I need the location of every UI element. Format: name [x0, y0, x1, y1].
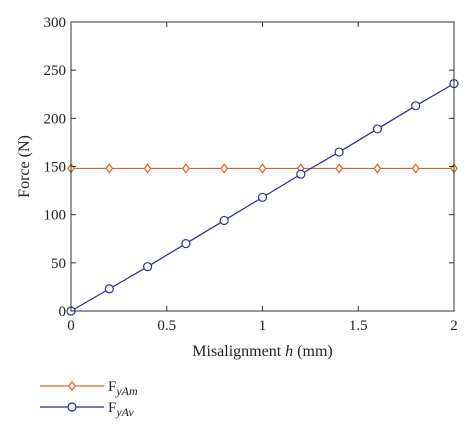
data-point-yAv — [181, 238, 191, 249]
y-axis-label: Force (N) — [16, 135, 33, 198]
data-point-yAv — [143, 262, 153, 272]
legend-label-yAv: FyAv — [108, 400, 134, 419]
data-point-yAm — [182, 163, 190, 174]
y-tick-label: 250 — [44, 63, 67, 79]
y-tick-label: 300 — [44, 15, 67, 31]
data-point-yAm — [143, 163, 152, 174]
data-point-yAv — [296, 169, 306, 179]
legend-label-yAm: FyAm — [108, 379, 138, 398]
y-tick-label: 0 — [59, 304, 67, 320]
data-point-yAv — [219, 215, 229, 226]
data-point-yAv — [104, 284, 114, 294]
data-point-yAv — [334, 147, 344, 157]
y-tick-label: 200 — [44, 111, 67, 127]
x-tick-label: 2 — [450, 318, 458, 334]
data-point-yAv — [411, 101, 421, 111]
legend-marker-yAv — [67, 402, 77, 412]
data-point-yAm — [335, 163, 343, 174]
x-tick-label: 0 — [67, 318, 75, 334]
data-point-yAm — [258, 163, 267, 174]
x-tick-label: 1.5 — [349, 318, 368, 334]
x-tick-label: 0.5 — [157, 318, 176, 334]
data-point-yAm — [220, 163, 229, 174]
plot-area — [66, 79, 459, 316]
x-axis-label: Misalignment h (mm) — [192, 343, 332, 360]
y-tick-label: 150 — [44, 160, 67, 176]
axes: 0 0.5 1 1.5 2 0 50 100 150 200 250 300 Misalignment … — [16, 15, 458, 360]
y-tick-label: 50 — [51, 256, 66, 272]
x-tick-label: 1 — [259, 318, 267, 334]
legend: FyAm FyAv — [40, 379, 138, 419]
legend-marker-yAm — [68, 380, 76, 392]
data-point-yAm — [373, 163, 382, 174]
data-point-yAv — [257, 192, 268, 202]
data-point-yAv — [372, 124, 382, 134]
data-point-yAm — [105, 163, 114, 174]
y-tick-label: 100 — [44, 208, 67, 224]
data-point-yAm — [411, 163, 420, 174]
